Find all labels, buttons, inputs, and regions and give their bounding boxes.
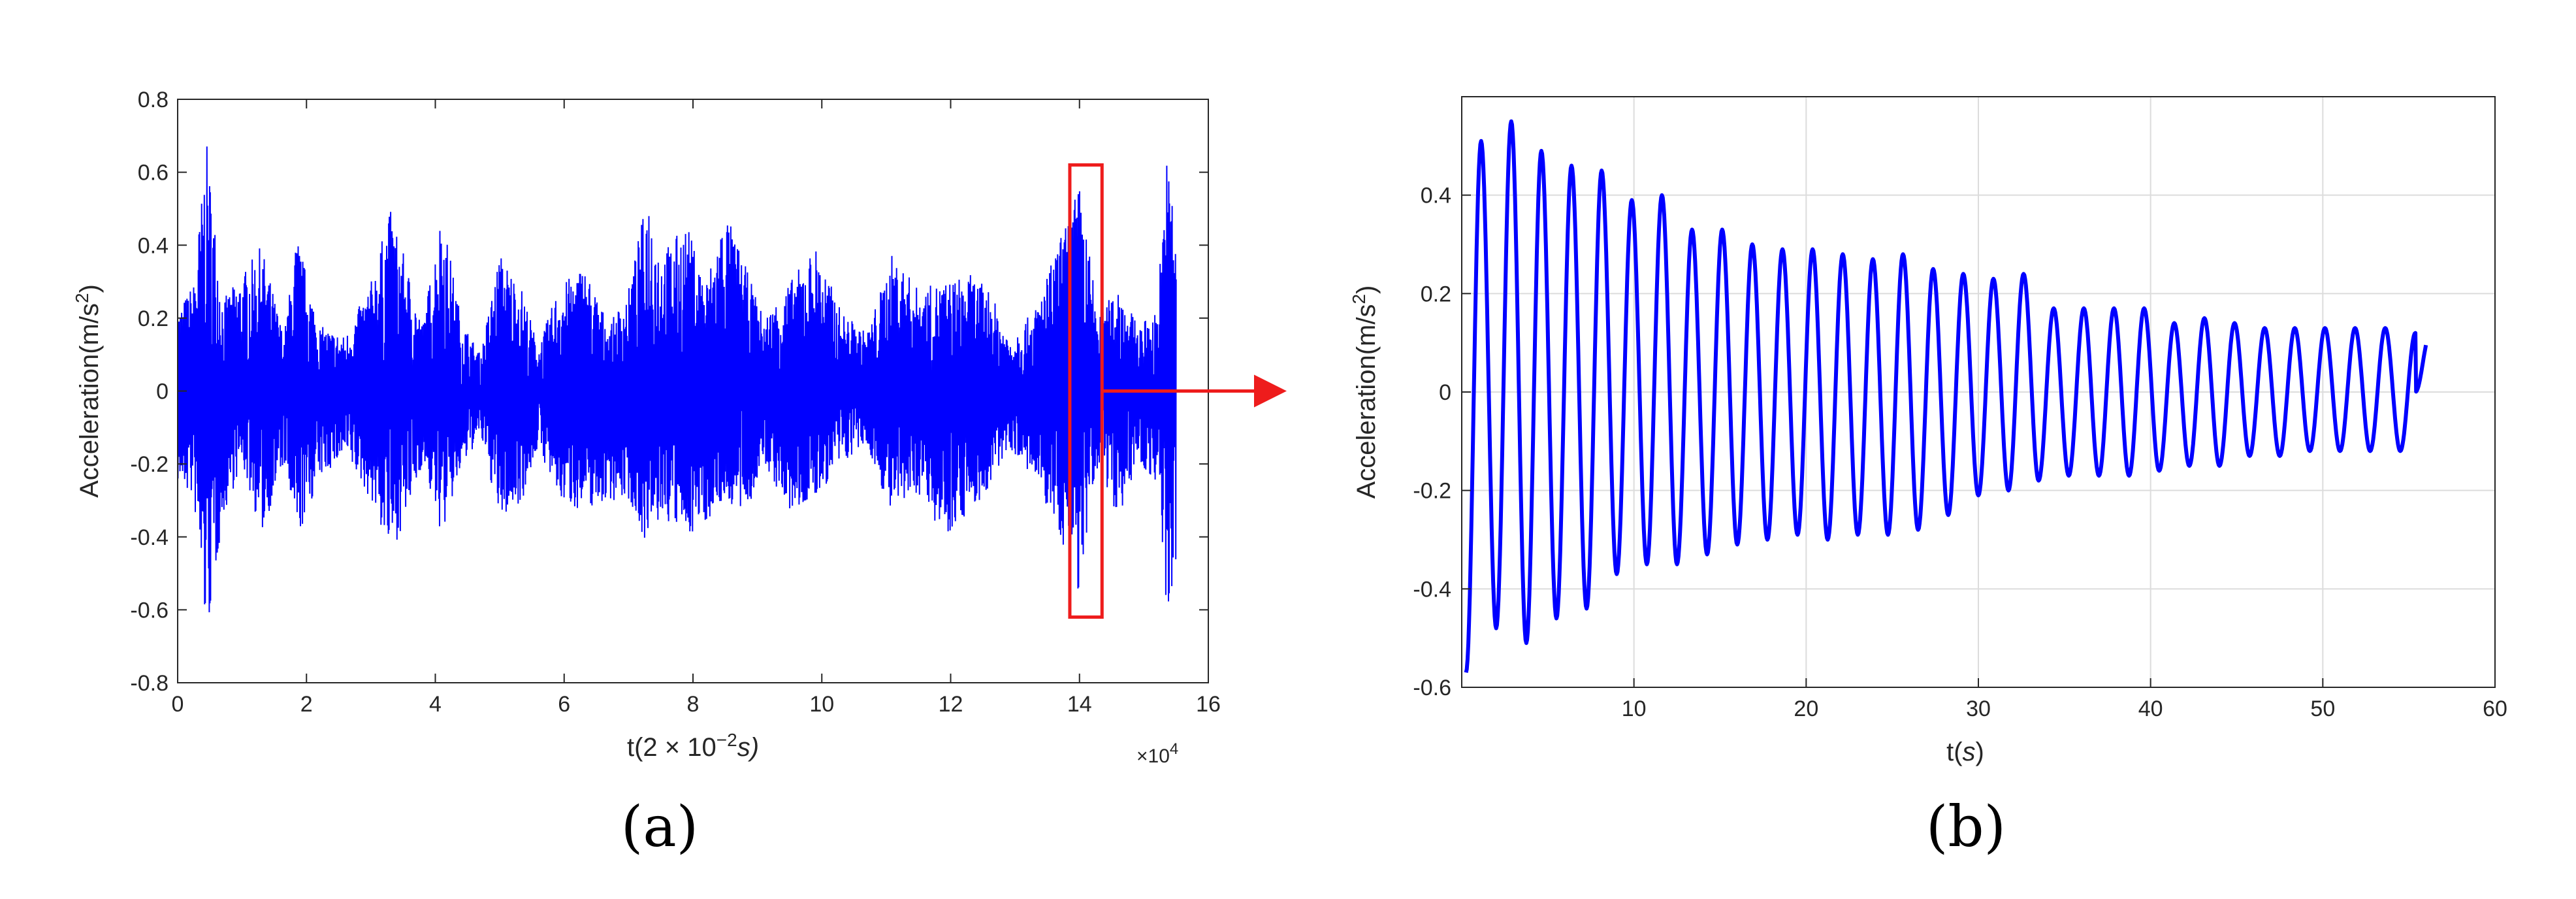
chart-a-series-line — [177, 146, 1177, 613]
chart-a-y-tick-label: 0.8 — [138, 88, 169, 112]
chart-a-y-tick-label: -0.8 — [130, 671, 169, 696]
chart-b-x-tick-label: 50 — [2310, 696, 2335, 721]
chart-a-x-tick-label: 10 — [809, 692, 834, 717]
chart-b-y-tick-label: -0.4 — [1413, 577, 1451, 602]
chart-a-x-tick-label: 12 — [939, 692, 963, 717]
chart-a-y-tick-label: 0 — [156, 380, 169, 404]
chart-b: 10 20 30 40 50 60 -0.6 -0.4 -0.2 0 0.2 0.4 t(s) Acc… — [1349, 96, 2507, 860]
chart-b-ticks: 10 20 30 40 50 60 -0.6 -0.4 -0.2 0 0.2 0.4 — [1413, 184, 2507, 721]
chart-b-y-tick-label: -0.6 — [1413, 676, 1451, 700]
chart-a-y-axis-label: Acceleration(m/s2) — [72, 284, 105, 498]
chart-a-x-tick-label: 2 — [300, 692, 313, 717]
chart-a-y-tick-label: -0.2 — [130, 452, 169, 477]
chart-a-x-tick-label: 6 — [558, 692, 570, 717]
chart-b-x-tick-label: 60 — [2483, 696, 2507, 721]
chart-a-series-layer — [177, 146, 1177, 613]
chart-a-y-tick-label: -0.6 — [130, 598, 169, 623]
chart-a-x-axis-label: t(2 × 10−2s) — [627, 730, 759, 762]
chart-b-y-tick-label: 0.2 — [1421, 282, 1451, 306]
chart-a-x-tick-label: 8 — [687, 692, 700, 717]
chart-b-x-tick-label: 30 — [1966, 696, 1991, 721]
chart-a-y-tick-label: -0.4 — [130, 525, 169, 550]
chart-b-y-axis-label: Acceleration(m/s2) — [1349, 286, 1381, 499]
chart-a-y-tick-label: 0.6 — [138, 161, 169, 186]
chart-a-y-tick-label: 0.2 — [138, 306, 169, 331]
chart-a: 0 2 4 6 8 10 12 14 16 -0.8 -0.6 -0.4 -0.2 0 0.2 0.4 0.6 0… — [72, 88, 1287, 860]
chart-b-y-tick-label: 0.4 — [1421, 184, 1451, 208]
chart-b-x-tick-label: 20 — [1794, 696, 1818, 721]
chart-a-x-tick-label: 4 — [429, 692, 442, 717]
chart-a-y-tick-label: 0.4 — [138, 233, 169, 258]
chart-b-y-tick-label: -0.2 — [1413, 479, 1451, 504]
chart-a-x-tick-label: 16 — [1196, 692, 1221, 717]
chart-b-series-line — [1464, 119, 2428, 674]
chart-a-x-multiplier: ×104 — [1136, 740, 1178, 768]
panel-label-a: (a) — [621, 794, 698, 860]
chart-b-y-tick-label: 0 — [1439, 380, 1451, 405]
chart-b-x-axis-label: t(s) — [1946, 738, 1984, 766]
chart-b-x-tick-label: 40 — [2138, 696, 2163, 721]
chart-a-x-tick-label: 0 — [172, 692, 184, 717]
panel-label-b: (b) — [1926, 794, 2006, 860]
chart-b-series-layer — [1464, 119, 2428, 674]
chart-a-x-tick-label: 14 — [1067, 692, 1092, 717]
chart-a-ticks: 0 2 4 6 8 10 12 14 16 -0.8 -0.6 -0.4 -0.2 0 0.2 0.4 0.6 0… — [130, 88, 1221, 717]
chart-b-x-tick-label: 10 — [1622, 696, 1647, 721]
